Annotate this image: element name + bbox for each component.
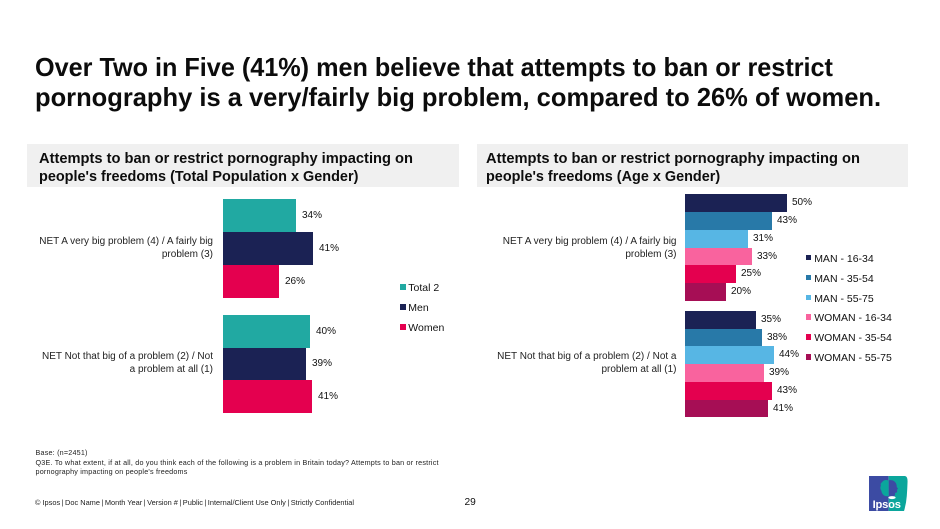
svg-text:Ipsos: Ipsos bbox=[872, 499, 900, 511]
